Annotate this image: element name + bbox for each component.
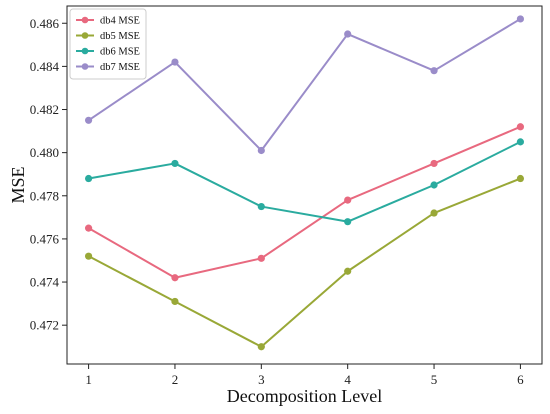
series-db5-mse [84, 174, 525, 351]
series-line [88, 125, 521, 279]
data-point [344, 196, 352, 204]
series-line [88, 140, 521, 223]
data-point [84, 224, 93, 232]
y-tick-label: 0.474 [30, 275, 60, 290]
legend-item: db4 MSE [76, 16, 140, 27]
series-layer [84, 15, 525, 351]
series-db4-mse [84, 123, 525, 282]
y-tick-label: 0.482 [30, 102, 59, 117]
x-tick-label: 4 [344, 372, 351, 387]
data-point [257, 254, 265, 262]
y-axis-title: MSE [8, 166, 28, 203]
data-point [84, 174, 93, 183]
legend-item: db6 MSE [76, 47, 140, 58]
data-point [257, 146, 265, 155]
series-db7-mse [84, 15, 525, 155]
data-point [171, 159, 179, 168]
data-point [84, 116, 93, 124]
x-tick-label: 5 [431, 372, 438, 387]
legend-label: db7 MSE [100, 62, 140, 73]
x-axis-title: Decomposition Level [227, 386, 382, 406]
series-line [88, 177, 521, 348]
legend-swatch-marker [81, 47, 89, 55]
legend: db4 MSE db5 MSE db6 MSE db7 MSE [69, 8, 147, 80]
data-point [171, 274, 179, 282]
y-tick-label: 0.486 [30, 16, 60, 31]
data-point [257, 202, 265, 211]
plot-area [66, 5, 543, 365]
y-tick-label: 0.480 [30, 145, 59, 160]
data-point [516, 123, 525, 131]
data-point [257, 343, 265, 351]
legend-item: db7 MSE [76, 62, 140, 73]
legend-label: db4 MSE [100, 16, 140, 27]
legend-item: db5 MSE [76, 31, 140, 42]
x-tick-label: 3 [258, 372, 265, 387]
y-tick-label: 0.476 [30, 231, 60, 246]
series-line [88, 18, 521, 152]
legend-box [69, 8, 147, 80]
data-point [516, 15, 525, 23]
data-point [430, 181, 438, 189]
y-tick-label: 0.478 [30, 188, 59, 203]
data-point [430, 159, 438, 168]
data-point [430, 67, 438, 75]
x-axis: 1 2 3 4 5 6 [85, 364, 524, 387]
data-point [430, 209, 438, 217]
x-tick-label: 6 [517, 372, 524, 387]
y-axis: 0.472 0.474 0.476 0.478 0.480 0.482 0.484 0.486 [30, 16, 67, 333]
data-point [171, 297, 179, 306]
data-point [344, 267, 352, 275]
legend-swatch-marker [81, 63, 89, 70]
data-point [516, 174, 525, 183]
legend-swatch-marker [81, 32, 89, 39]
legend-label: db5 MSE [100, 31, 140, 42]
data-point [344, 218, 352, 226]
data-point [171, 58, 179, 66]
y-tick-label: 0.484 [30, 59, 60, 74]
legend-swatch-marker [81, 16, 89, 24]
y-tick-label: 0.472 [30, 318, 59, 333]
series-db6-mse [84, 138, 525, 226]
data-point [84, 252, 93, 260]
x-tick-label: 1 [85, 372, 92, 387]
data-point [344, 30, 352, 38]
legend-label: db6 MSE [100, 47, 140, 58]
data-point [516, 138, 525, 146]
x-tick-label: 2 [172, 372, 179, 387]
